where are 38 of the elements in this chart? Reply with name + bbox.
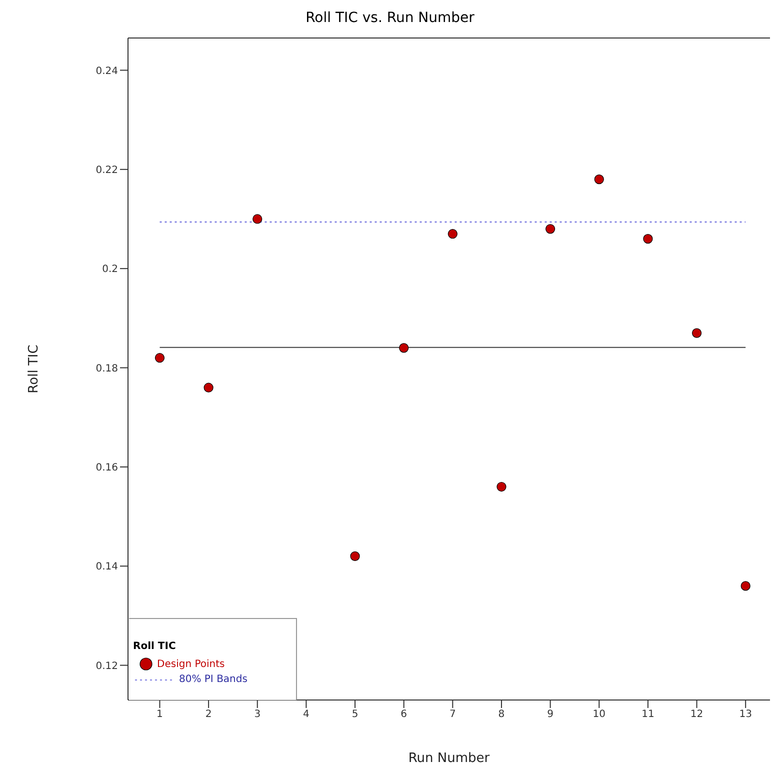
x-tick-label: 7	[449, 709, 456, 720]
point	[594, 174, 604, 184]
point	[643, 234, 653, 244]
point	[350, 551, 360, 561]
x-tick-label: 5	[352, 709, 358, 720]
y-tick-label: 0.14	[96, 562, 118, 573]
point	[448, 229, 458, 239]
x-tick-label: 11	[642, 709, 654, 720]
x-tick-label: 2	[205, 709, 212, 720]
y-tick-label: 0.2	[102, 264, 118, 276]
y-tick-label: 0.18	[96, 363, 118, 374]
point	[496, 482, 506, 492]
y-tick-label: 0.24	[96, 66, 118, 77]
point	[252, 214, 262, 224]
x-tick-label: 1	[156, 709, 163, 720]
legend-label: 80% PI Bands	[179, 674, 248, 685]
point	[154, 353, 165, 363]
x-tick-label: 10	[592, 709, 606, 720]
x-axis-title: Run Number	[408, 751, 490, 766]
x-tick-label: 13	[739, 709, 752, 720]
chart-title: Roll TIC vs. Run Number	[304, 10, 476, 26]
y-tick-label: 0.16	[96, 462, 118, 474]
x-tick-label: 8	[498, 709, 505, 720]
point	[740, 581, 750, 591]
point	[399, 343, 409, 353]
x-tick-label: 4	[303, 709, 310, 720]
point	[204, 382, 214, 392]
point	[545, 224, 556, 234]
y-axis-title: Roll TIC	[26, 344, 42, 394]
x-tick-label: 3	[254, 709, 261, 720]
point	[692, 328, 702, 338]
legend-label: Design Points	[157, 658, 225, 670]
legend-title: Roll TIC	[133, 641, 177, 652]
x-tick-label: 6	[400, 709, 408, 720]
y-tick-label: 0.12	[96, 660, 118, 672]
y-tick-label: 0.22	[96, 164, 118, 176]
x-tick-label: 9	[547, 709, 554, 720]
x-tick-label: 12	[690, 709, 704, 720]
